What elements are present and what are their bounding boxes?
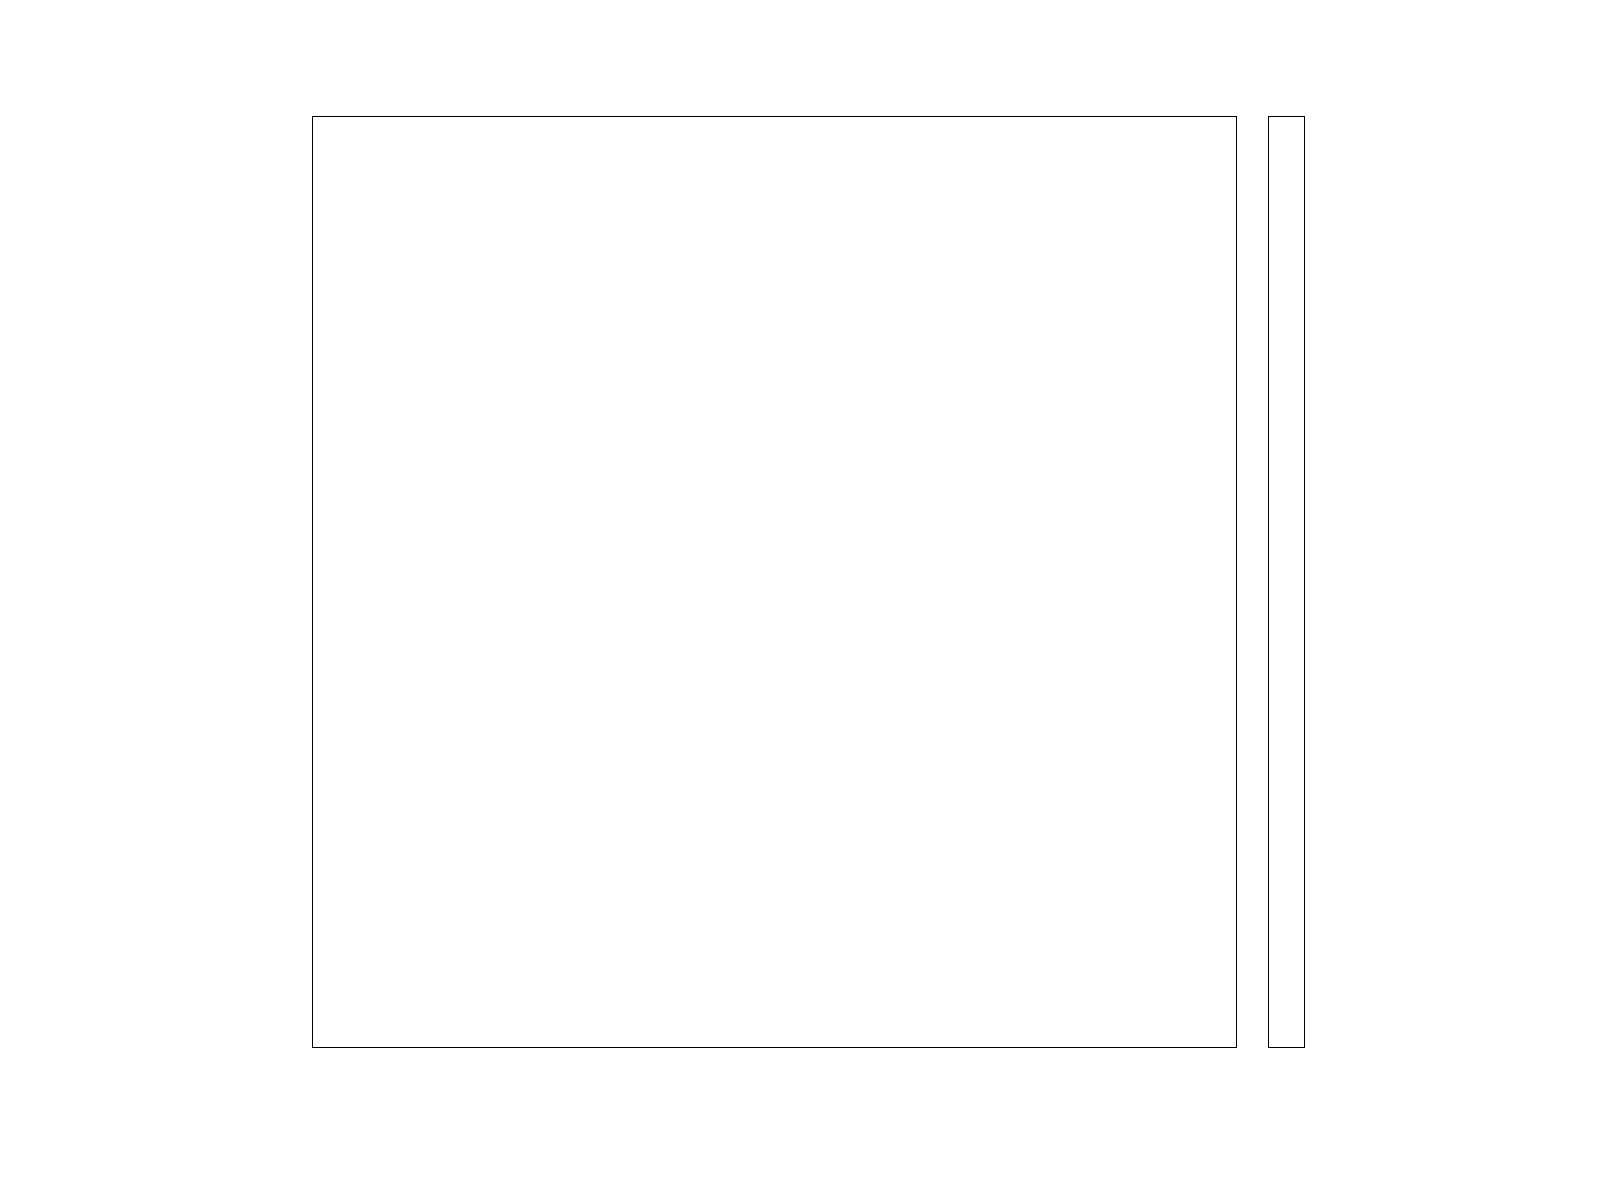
colorbar-gradient [1269, 117, 1304, 1047]
colorbar[interactable] [1268, 116, 1305, 1048]
contact-map-plot-area[interactable] [312, 116, 1237, 1048]
contact-map-cells [313, 117, 1236, 1047]
